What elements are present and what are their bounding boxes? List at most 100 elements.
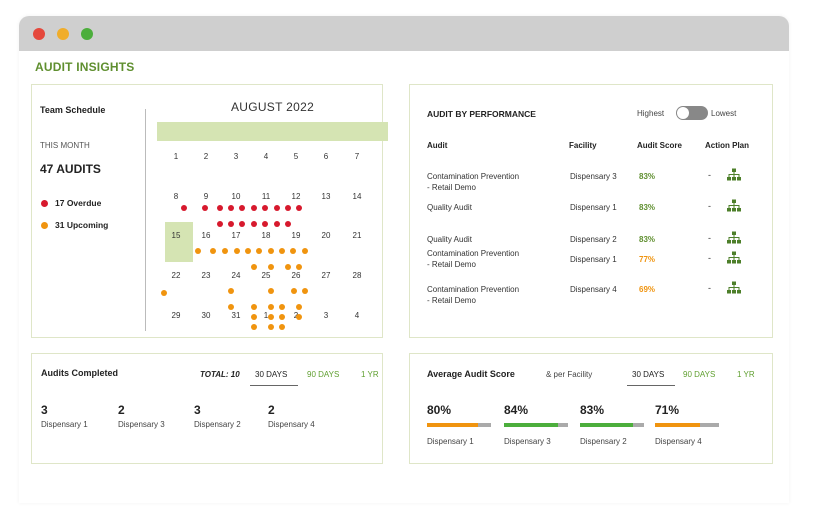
calendar-day[interactable]: 19 [291,231,301,240]
upcoming-audit-dot [256,248,262,254]
average-score-bar [427,423,491,427]
calendar-day[interactable]: 3 [233,152,239,161]
calendar-day[interactable]: 17 [231,231,241,240]
calendar-day[interactable]: 27 [321,271,331,280]
calendar-day[interactable]: 10 [231,192,241,201]
close-window-icon[interactable] [33,28,45,40]
completed-tab-90-days[interactable]: 90 DAYS [307,370,340,379]
calendar-day[interactable]: 4 [354,311,360,320]
average-score-bar [655,423,719,427]
overdue-audit-dot [274,205,280,211]
minimize-window-icon[interactable] [57,28,69,40]
calendar-day[interactable]: 29 [171,311,181,320]
calendar-day[interactable]: 12 [291,192,301,201]
upcoming-audit-dot [296,314,302,320]
calendar-day[interactable]: 21 [352,231,362,240]
overdue-audit-dot [228,205,234,211]
average-tab-30-days[interactable]: 30 DAYS [632,370,665,379]
upcoming-audit-dot [234,248,240,254]
calendar-day[interactable]: 24 [231,271,241,280]
calendar-day[interactable]: 8 [173,192,179,201]
average-tab-1-yr[interactable]: 1 YR [737,370,755,379]
calendar-day[interactable]: 11 [261,192,271,201]
calendar-day[interactable]: 30 [201,311,211,320]
overdue-legend: 17 Overdue [41,198,101,208]
audit-name-sub[interactable]: - Retail Demo [427,260,476,269]
overdue-audit-dot [285,221,291,227]
calendar-day[interactable]: 5 [293,152,299,161]
calendar-day[interactable]: 16 [201,231,211,240]
facility-name: Dispensary 2 [570,235,617,244]
average-facility-name: Dispensary 3 [504,437,551,446]
calendar-day[interactable]: 20 [321,231,331,240]
upcoming-audit-dot [296,264,302,270]
org-chart-icon[interactable] [727,281,741,295]
org-chart-icon[interactable] [727,199,741,213]
average-tab-90-days[interactable]: 90 DAYS [683,370,716,379]
sort-toggle[interactable] [676,106,708,120]
calendar-day[interactable]: 22 [171,271,181,280]
calendar-day[interactable]: 23 [201,271,211,280]
facility-name: Dispensary 4 [570,285,617,294]
average-facility-name: Dispensary 4 [655,437,702,446]
org-chart-icon[interactable] [727,168,741,182]
overdue-audit-dot [217,221,223,227]
upcoming-audit-dot [268,264,274,270]
audit-name[interactable]: Contamination Prevention [427,249,520,258]
org-chart-icon[interactable] [727,251,741,265]
calendar-day[interactable]: 6 [323,152,329,161]
upcoming-dot-icon [41,221,48,229]
overdue-dot-icon [41,199,48,207]
calendar-day[interactable]: 31 [231,311,241,320]
audits-completed-card: Audits Completed TOTAL: 10 30 DAYS 90 DA… [31,353,383,464]
upcoming-legend: 31 Upcoming [41,220,108,230]
overdue-audit-dot [262,205,268,211]
team-schedule-card: Team Schedule THIS MONTH 47 AUDITS 17 Ov… [31,84,388,338]
audit-score: 83% [639,172,656,181]
average-facility-name: Dispensary 2 [580,437,627,446]
calendar-day[interactable]: 15 [171,231,181,240]
completed-tab-30-days[interactable]: 30 DAYS [255,370,288,379]
completed-tab-1-yr[interactable]: 1 YR [361,370,379,379]
calendar-day[interactable]: 4 [263,152,269,161]
average-tab-underline [627,385,675,386]
audit-name[interactable]: Quality Audit [427,203,472,212]
calendar-day[interactable]: 18 [261,231,271,240]
performance-title: AUDIT BY PERFORMANCE [427,109,536,119]
maximize-window-icon[interactable] [81,28,93,40]
calendar-day[interactable]: 1 [263,311,269,320]
calendar-day[interactable]: 28 [352,271,362,280]
org-chart-icon[interactable] [727,231,741,245]
audit-name[interactable]: Contamination Prevention [427,285,520,294]
overdue-audit-dot [228,221,234,227]
overdue-audit-dot [251,205,257,211]
app-window: AUDIT INSIGHTS Team Schedule THIS MONTH … [19,16,789,503]
calendar-day[interactable]: 7 [354,152,360,161]
calendar-day[interactable]: 14 [352,192,362,201]
calendar-day[interactable]: 2 [203,152,209,161]
upcoming-audit-dot [279,324,285,330]
overdue-audit-dot [262,221,268,227]
upcoming-audit-dot [245,248,251,254]
average-score-bar-fill [427,423,479,427]
upcoming-audit-dot [228,288,234,294]
action-plan-value: - [708,253,711,263]
calendar-day[interactable]: 1 [173,152,179,161]
upcoming-audit-dot [279,314,285,320]
calendar-day[interactable]: 26 [291,271,301,280]
schedule-divider [145,109,146,331]
average-score-bar-fill [655,423,701,427]
audit-name[interactable]: Contamination Prevention [427,172,520,181]
calendar-day[interactable]: 13 [321,192,331,201]
audit-name-sub[interactable]: - Retail Demo [427,183,476,192]
upcoming-audit-dot [222,248,228,254]
calendar-day[interactable]: 25 [261,271,271,280]
upcoming-audit-dot [161,290,167,296]
calendar-day[interactable]: 9 [203,192,209,201]
upcoming-audit-dot [285,264,291,270]
upcoming-audit-dot [210,248,216,254]
calendar-header-band [157,122,388,141]
audit-name[interactable]: Quality Audit [427,235,472,244]
calendar-day[interactable]: 3 [323,311,329,320]
audit-name-sub[interactable]: - Retail Demo [427,296,476,305]
